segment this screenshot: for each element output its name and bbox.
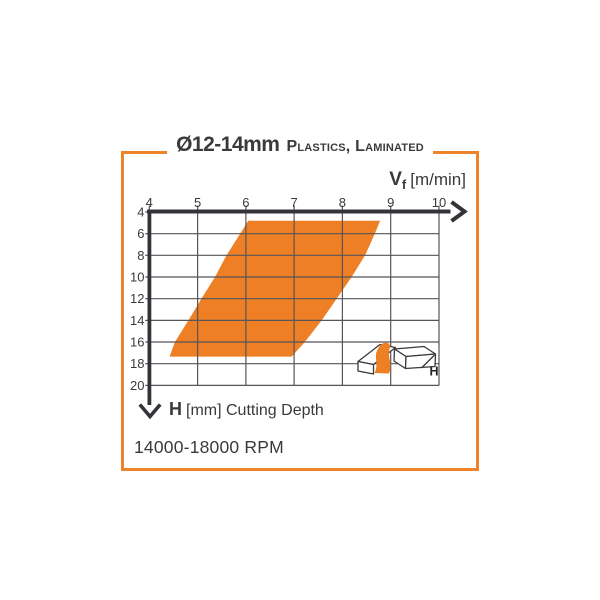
y-tick-label: 6: [137, 226, 144, 241]
y-axis-arrow-icon: [138, 403, 162, 420]
cutting-depth-icon: H: [357, 342, 439, 379]
x-tick-label: 4: [146, 195, 153, 210]
x-tick-label: 7: [290, 195, 297, 210]
vf-symbol: V: [389, 169, 402, 190]
y-axis-title: H [mm] Cutting Depth: [169, 399, 324, 420]
tick-labels: 4 5 6 7 8 9 10 4 6 8 10 12 14 16 18 20: [130, 195, 446, 393]
kerf-cut-shape: [374, 342, 391, 374]
x-tick-label: 9: [387, 195, 394, 210]
x-tick-label: 8: [339, 195, 346, 210]
h-unit: [mm] Cutting Depth: [186, 402, 324, 419]
x-tick-label: 5: [194, 195, 201, 210]
y-tick-label: 14: [130, 313, 144, 328]
y-tick-label: 20: [130, 378, 144, 393]
vf-subscript: f: [401, 177, 407, 192]
y-tick-label: 4: [137, 205, 144, 220]
h-symbol: H: [169, 399, 182, 419]
x-axis-title: Vf [m/min]: [389, 169, 466, 192]
y-tick-label: 12: [130, 291, 144, 306]
y-tick-label: 18: [130, 356, 144, 371]
operating-range-band: [169, 220, 381, 357]
y-tick-label: 8: [137, 248, 144, 263]
vf-unit: [m/min]: [410, 170, 466, 189]
material-label: Plastics, Laminated: [286, 138, 424, 155]
x-tick-label: 10: [432, 195, 446, 210]
icon-h-label: H: [430, 365, 439, 379]
diameter-range: Ø12-14mm: [176, 133, 280, 156]
card-title: Ø12-14mm Plastics, Laminated: [167, 131, 433, 158]
axes: [138, 200, 468, 420]
rpm-range: 14000-18000 RPM: [134, 437, 284, 457]
x-axis-arrow-icon: [450, 200, 468, 223]
operating-range-area: [169, 220, 381, 357]
grid-lines: [145, 205, 440, 386]
y-tick-label: 16: [130, 335, 144, 350]
y-tick-label: 10: [130, 270, 144, 285]
x-tick-label: 6: [242, 195, 249, 210]
